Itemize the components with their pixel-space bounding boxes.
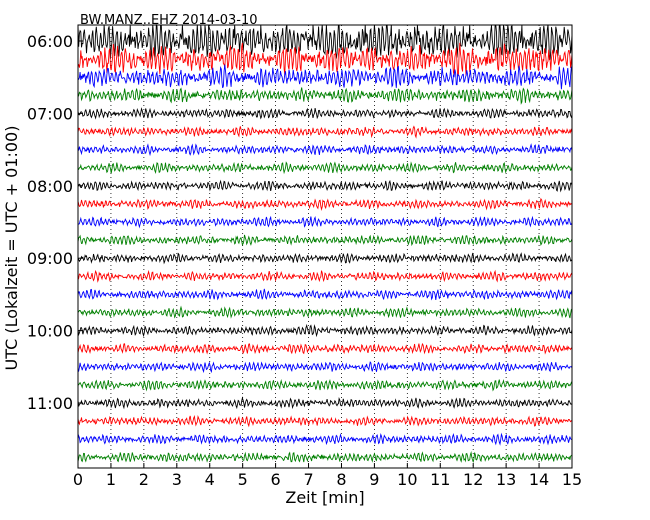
- x-tick-label: 15: [562, 470, 582, 489]
- x-tick-label: 0: [73, 470, 83, 489]
- trace-line: [77, 305, 573, 319]
- trace-line: [77, 378, 573, 392]
- plot-frame: [77, 24, 573, 469]
- x-tick-label: 2: [139, 470, 149, 489]
- x-tick-label: 14: [529, 470, 549, 489]
- trace-line: [77, 342, 573, 355]
- trace-line: [77, 23, 573, 61]
- x-tick-label: 5: [238, 470, 248, 489]
- y-tick-label: 06:00: [27, 32, 73, 51]
- x-tick-label: 7: [303, 470, 313, 489]
- x-tick-label: 10: [397, 470, 417, 489]
- trace-line: [77, 323, 573, 338]
- trace-line: [77, 197, 573, 211]
- x-tick-label: 9: [369, 470, 379, 489]
- x-tick-label: 1: [106, 470, 116, 489]
- x-tick-label: 6: [271, 470, 281, 489]
- seismic-traces: [77, 23, 573, 464]
- x-tick-label: 8: [336, 470, 346, 489]
- plot-area: [78, 25, 572, 468]
- trace-line: [77, 252, 573, 265]
- y-axis-label: UTC (Lokalzeit = UTC + 01:00): [2, 126, 21, 371]
- trace-line: [77, 414, 573, 428]
- trace-line: [77, 64, 573, 90]
- y-tick-label: 11:00: [27, 394, 73, 413]
- trace-line: [77, 107, 573, 120]
- x-tick-label: 4: [205, 470, 215, 489]
- trace-line: [77, 179, 573, 193]
- trace-line: [77, 396, 573, 410]
- x-tick-label: 3: [172, 470, 182, 489]
- trace-line: [77, 269, 573, 283]
- trace-line: [77, 451, 573, 464]
- trace-line: [77, 215, 573, 229]
- x-tick-label: 12: [463, 470, 483, 489]
- y-axis-ticks: 06:00 07:00 08:00 09:00 10:00 11:00: [27, 32, 83, 413]
- trace-line: [77, 161, 573, 175]
- trace-line: [77, 432, 573, 446]
- trace-line: [77, 87, 573, 105]
- trace-line: [77, 361, 573, 374]
- trace-line: [77, 125, 573, 139]
- trace-line: [77, 143, 573, 157]
- trace-line: [77, 234, 573, 247]
- chart-title: BW.MANZ..EHZ 2014-03-10: [80, 13, 258, 28]
- y-tick-label: 09:00: [27, 249, 73, 268]
- x-tick-label: 13: [496, 470, 516, 489]
- y-tick-label: 08:00: [27, 177, 73, 196]
- x-tick-label: 11: [430, 470, 450, 489]
- trace-line: [77, 42, 573, 77]
- trace-line: [77, 288, 573, 301]
- y-tick-label: 07:00: [27, 104, 73, 123]
- y-tick-label: 10:00: [27, 322, 73, 341]
- x-axis-ticks: 0 1 2 3 4 5 6 7 8 9 10 11 12 13 14 15: [73, 463, 582, 489]
- x-axis-label: Zeit [min]: [285, 488, 364, 507]
